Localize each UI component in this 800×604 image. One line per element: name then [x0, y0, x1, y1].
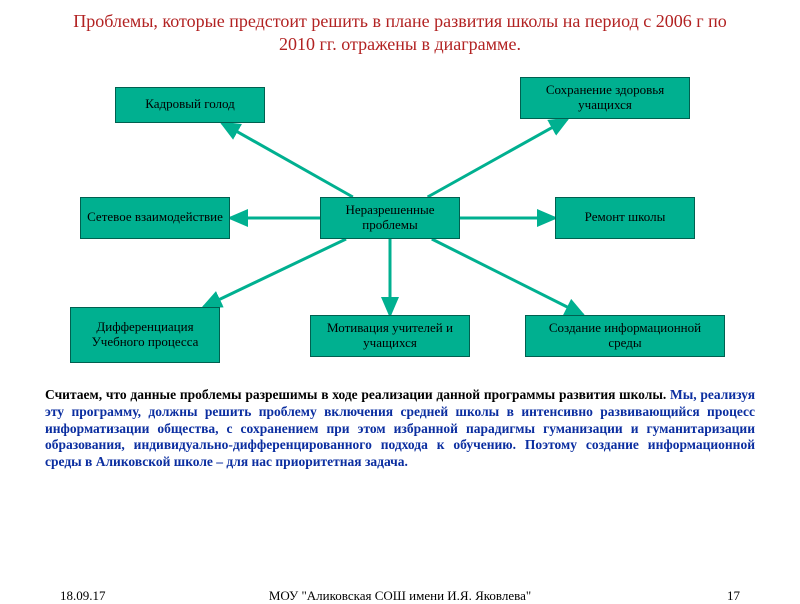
- node-bot_center: Мотивация учителей и учащихся: [310, 315, 470, 357]
- edge-center-top_left: [222, 123, 353, 197]
- paragraph-lead: Считаем, что данные проблемы разрешимы в…: [45, 387, 670, 402]
- node-center: Неразрешенные проблемы: [320, 197, 460, 239]
- edge-center-top_right: [428, 119, 568, 197]
- node-top_left: Кадровый голод: [115, 87, 265, 123]
- footer-org: МОУ "Аликовская СОШ имени И.Я. Яковлева": [0, 588, 800, 604]
- node-mid_right: Ремонт школы: [555, 197, 695, 239]
- edge-center-bot_left: [204, 239, 346, 307]
- edge-center-bot_right: [432, 239, 583, 315]
- body-paragraph: Считаем, что данные проблемы разрешимы в…: [0, 387, 800, 471]
- node-bot_left: Дифференциация Учебного процесса: [70, 307, 220, 363]
- diagram-area: Неразрешенные проблемы Кадровый голод Сохр…: [0, 57, 800, 387]
- node-top_right: Сохранение здоровья учащихся: [520, 77, 690, 119]
- footer-page: 17: [727, 588, 740, 604]
- node-bot_right: Создание информационной среды: [525, 315, 725, 357]
- page-title: Проблемы, которые предстоит решить в пла…: [0, 0, 800, 57]
- node-mid_left: Сетевое взаимодействие: [80, 197, 230, 239]
